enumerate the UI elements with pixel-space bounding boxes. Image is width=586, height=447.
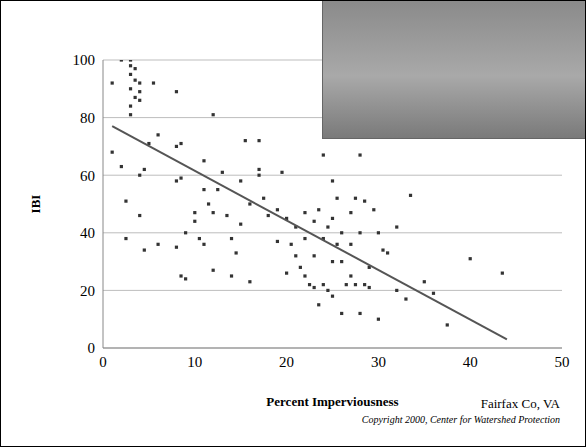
svg-text:20: 20 [80,283,95,299]
svg-text:40: 40 [80,225,95,241]
svg-text:0: 0 [88,340,96,356]
svg-text:IBI: IBI [28,195,43,214]
svg-text:50: 50 [555,354,570,370]
svg-text:0: 0 [99,354,107,370]
svg-text:10: 10 [187,354,202,370]
html-text:Copyright 2000, Center for Wat: Copyright 2000, Center for Watershed Pro… [361,414,560,425]
svg-text:40: 40 [463,354,478,370]
svg-text:80: 80 [80,110,95,126]
svg-text:30: 30 [371,354,386,370]
html-text:Fairfax Co, VA: Fairfax Co, VA [480,396,560,411]
svg-text:60: 60 [80,168,95,184]
svg-text:100: 100 [73,52,96,68]
svg-text:Percent Imperviousness: Percent Imperviousness [266,394,398,409]
svg-text:20: 20 [279,354,294,370]
